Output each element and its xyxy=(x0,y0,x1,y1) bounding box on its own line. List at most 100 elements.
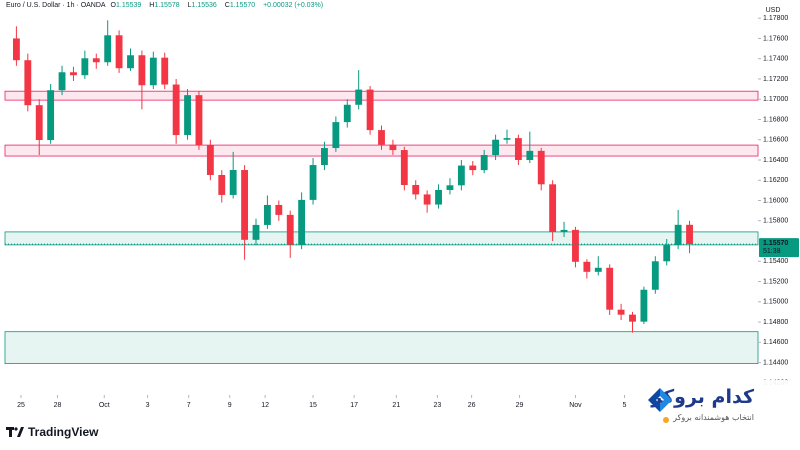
x-tick-label: 7 xyxy=(187,402,191,409)
currency: USD xyxy=(766,7,781,14)
candle-body xyxy=(321,148,328,166)
candle-body xyxy=(58,72,66,91)
change: +0.00032 (+0.03%) xyxy=(263,2,324,9)
value: 1.15578 xyxy=(154,2,180,9)
candle-body xyxy=(206,145,214,175)
candle-body xyxy=(549,184,557,232)
value: 1.15536 xyxy=(191,2,217,9)
y-tick-label: 1.15200 xyxy=(763,278,788,285)
legend-header: Euro / U.S. Dollar · 1h · OANDA O1.15539… xyxy=(6,2,326,9)
ohlc-open: O1.15539 xyxy=(111,2,145,9)
zone xyxy=(4,90,759,101)
candle-body xyxy=(686,224,693,245)
candle-body xyxy=(149,57,157,86)
brand-name: TradingView xyxy=(28,425,99,439)
candle-body xyxy=(492,139,500,156)
candle-body xyxy=(526,150,534,160)
logo-icon xyxy=(6,427,24,437)
candle-body xyxy=(24,60,32,106)
candle-body xyxy=(172,84,180,136)
brand-logo[interactable]: TradingView xyxy=(6,425,98,439)
label: C xyxy=(224,2,230,9)
candle-body xyxy=(70,72,77,76)
candle-body xyxy=(469,165,477,171)
candle-body xyxy=(583,261,591,272)
y-tick-label: 1.16400 xyxy=(763,157,788,164)
candle-body xyxy=(457,165,465,186)
label: H xyxy=(149,2,155,9)
candle-body xyxy=(138,55,146,86)
x-tick-label: 26 xyxy=(468,402,476,409)
x-tick-label: 23 xyxy=(434,402,442,409)
candle-body xyxy=(651,261,659,290)
candle-body xyxy=(514,138,522,160)
watermark-title: کدام بروکر xyxy=(651,386,754,408)
x-tick-label: 9 xyxy=(228,402,232,409)
y-tick-label: 1.16000 xyxy=(763,197,788,204)
y-tick-label: 1.15800 xyxy=(763,218,788,225)
candle-body xyxy=(560,229,568,232)
candle-body xyxy=(594,267,602,272)
price-tag xyxy=(759,238,799,258)
candle-body xyxy=(252,224,260,240)
x-tick-label: 12 xyxy=(261,402,269,409)
candle-body xyxy=(674,224,682,246)
candle-body xyxy=(389,144,397,151)
candle-body xyxy=(275,204,283,215)
candle-body xyxy=(332,122,340,149)
candle-body xyxy=(241,170,249,240)
candle-body xyxy=(195,95,203,146)
candle-body xyxy=(12,38,20,61)
y-tick-label: 1.14400 xyxy=(763,359,788,366)
candle-body xyxy=(435,189,442,205)
price-tag-label: 1.15570 xyxy=(763,240,788,247)
candle-body xyxy=(629,314,636,322)
x-tick-label: 21 xyxy=(392,402,400,409)
candle-body xyxy=(423,194,431,205)
candle-body xyxy=(617,309,625,315)
candle-body xyxy=(412,185,420,195)
x-tick-label: 25 xyxy=(17,402,25,409)
candle-body xyxy=(127,55,134,69)
y-tick-label: 1.17600 xyxy=(763,35,788,42)
x-tick-label: 3 xyxy=(146,402,150,409)
y-tick-label: 1.16200 xyxy=(763,177,788,184)
candle-body xyxy=(286,214,294,245)
x-tick-label: 28 xyxy=(54,402,62,409)
x-tick-label: 5 xyxy=(623,402,627,409)
y-tick-label: 1.17800 xyxy=(763,15,788,22)
label: L xyxy=(187,2,192,9)
y-tick-label: 1.14800 xyxy=(763,319,788,326)
candle-body xyxy=(92,58,100,63)
candle-body xyxy=(298,199,306,245)
watermark-icon xyxy=(648,388,672,423)
x-tick-label: Nov xyxy=(569,402,582,409)
candle-body xyxy=(161,57,169,85)
y-tick-label: 1.17000 xyxy=(763,96,788,103)
candle-body xyxy=(47,90,55,141)
label: O xyxy=(110,2,116,9)
x-tick-label: 15 xyxy=(309,402,317,409)
candle-body xyxy=(446,185,454,190)
zone xyxy=(4,331,759,364)
candle-body xyxy=(640,289,648,322)
y-tick-label: 1.17400 xyxy=(763,56,788,63)
y-tick-label: 1.17200 xyxy=(763,76,788,83)
ohlc-close: C1.15570 xyxy=(225,2,258,9)
candle-body xyxy=(378,130,385,145)
ohlc-high: H1.15578 xyxy=(149,2,182,9)
candle-body xyxy=(343,104,351,123)
value: 1.15539 xyxy=(116,2,142,9)
candle-body xyxy=(480,155,488,171)
candle-body xyxy=(81,58,89,76)
y-tick-label: 1.15000 xyxy=(763,299,788,306)
candle-body xyxy=(263,204,271,225)
candle-body xyxy=(229,170,237,195)
candle-body xyxy=(606,267,614,310)
zone xyxy=(4,231,759,246)
symbol: Euro / U.S. Dollar · 1h · OANDA xyxy=(6,2,106,9)
watermark-subtitle: انتخاب هوشمندانه بروکر xyxy=(673,413,754,422)
candle-body xyxy=(572,229,579,262)
candle-body xyxy=(355,89,363,105)
